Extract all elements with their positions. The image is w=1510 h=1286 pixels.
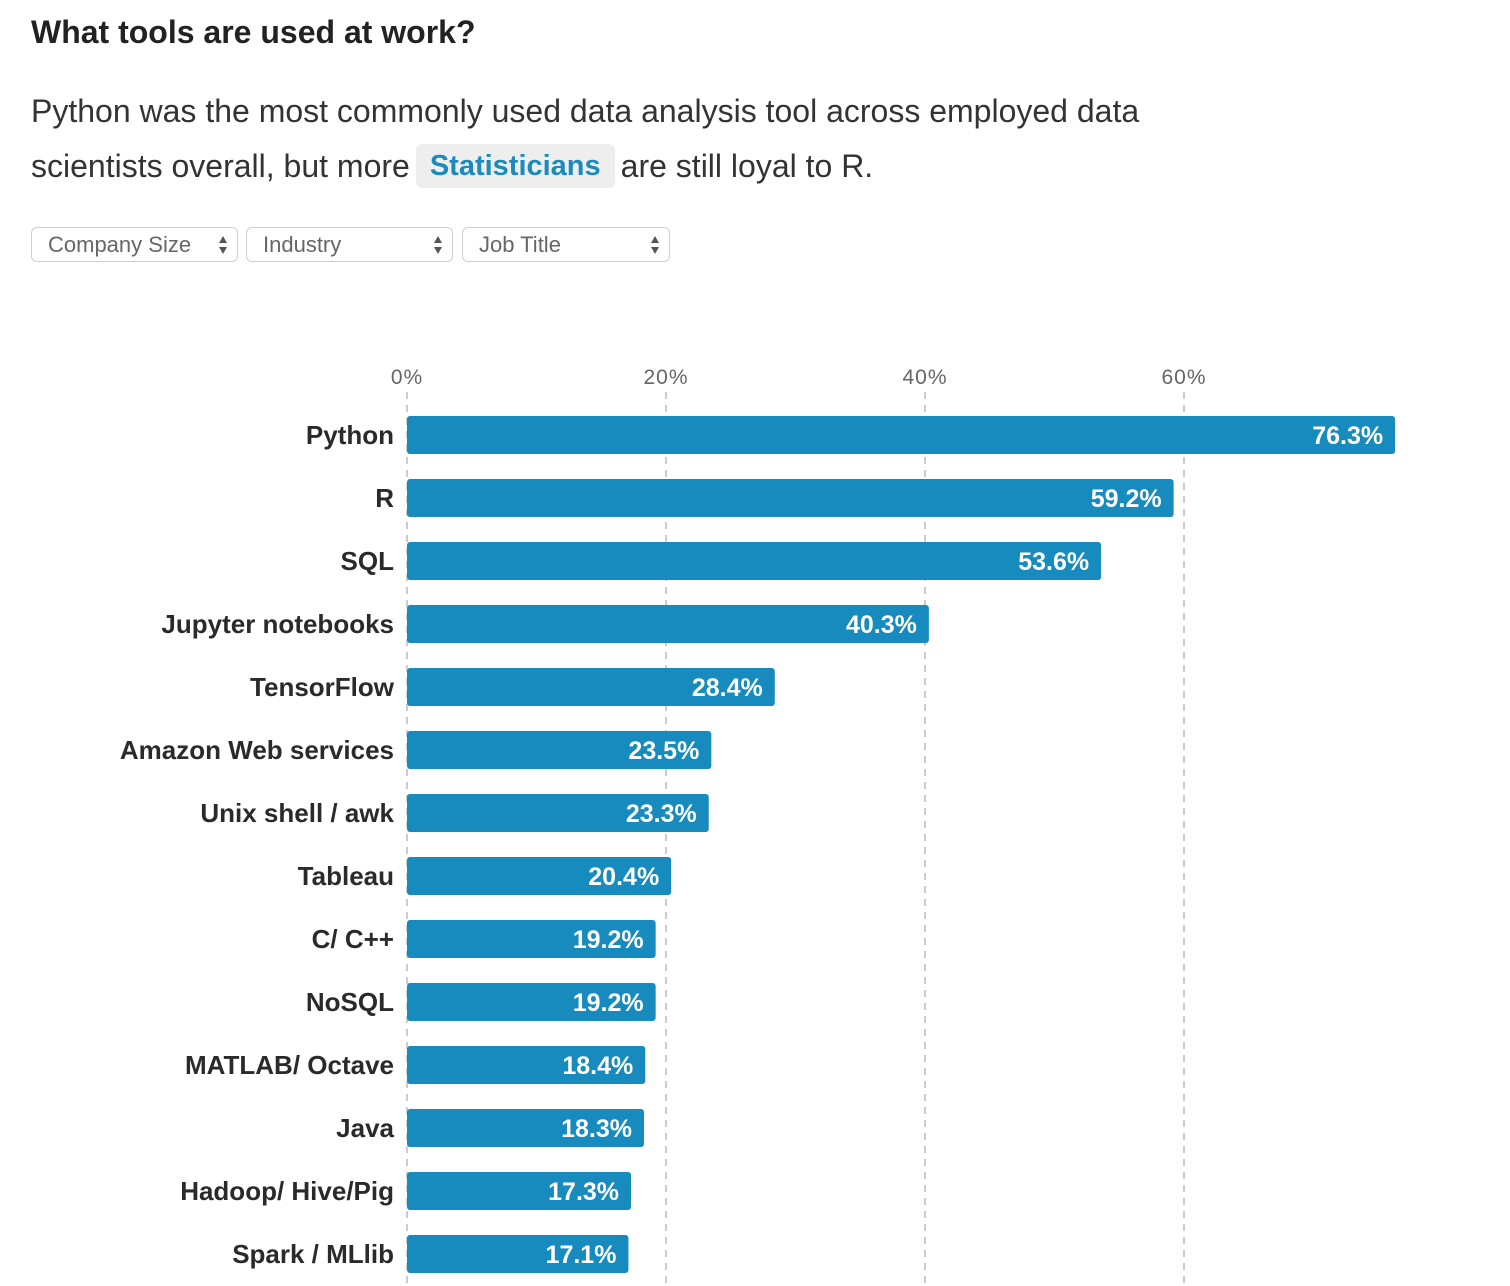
- industry-select[interactable]: Industry: [246, 227, 453, 262]
- bar-row: Python 76.3%: [306, 416, 1396, 454]
- category-label: Java: [336, 1113, 394, 1143]
- bar: [407, 605, 929, 643]
- company-size-select[interactable]: Company Size: [31, 227, 238, 262]
- updown-arrows-icon: [434, 236, 442, 254]
- value-label: 53.6%: [1018, 548, 1089, 576]
- bar-row: Amazon Web services 23.5%: [120, 731, 712, 769]
- value-label: 17.1%: [546, 1241, 617, 1269]
- bar-row: SQL 53.6%: [341, 542, 1102, 580]
- x-tick-label: 20%: [643, 366, 688, 389]
- category-label: SQL: [341, 546, 395, 576]
- category-label: TensorFlow: [250, 672, 395, 702]
- bar-row: Java 18.3%: [336, 1109, 644, 1147]
- company-size-select-label: Company Size: [48, 232, 192, 257]
- value-label: 59.2%: [1091, 485, 1162, 513]
- category-label: Jupyter notebooks: [161, 609, 394, 639]
- bar-row: Unix shell / awk 23.3%: [200, 794, 709, 832]
- category-label: C/ C++: [312, 924, 394, 954]
- category-label: Amazon Web services: [120, 735, 394, 765]
- bar: [407, 857, 672, 895]
- category-label: Python: [306, 420, 394, 450]
- bar: [407, 479, 1174, 517]
- bar: [407, 1109, 644, 1147]
- category-label: Tableau: [298, 861, 394, 891]
- value-label: 18.3%: [561, 1115, 632, 1143]
- bar: [407, 983, 656, 1021]
- value-label: 20.4%: [588, 863, 659, 891]
- category-label: Hadoop/ Hive/Pig: [180, 1176, 394, 1206]
- bar: [407, 920, 656, 958]
- bar-row: Tableau 20.4%: [298, 857, 672, 895]
- category-label: Unix shell / awk: [200, 798, 394, 828]
- bar-row: Spark / MLlib 17.1%: [232, 1235, 629, 1273]
- value-label: 40.3%: [846, 611, 917, 639]
- x-tick-label: 0%: [391, 366, 423, 389]
- bar-row: C/ C++ 19.2%: [312, 920, 656, 958]
- value-label: 19.2%: [573, 926, 644, 954]
- bar: [407, 416, 1396, 454]
- page-title: What tools are used at work?: [31, 14, 476, 50]
- bar: [407, 542, 1102, 580]
- bar-row: Hadoop/ Hive/Pig 17.3%: [180, 1172, 632, 1210]
- value-label: 23.5%: [628, 737, 699, 765]
- description-line-2: scientists overall, but more Statistician…: [31, 139, 1261, 194]
- bar: [407, 1046, 646, 1084]
- x-tick-label: 40%: [902, 366, 947, 389]
- value-label: 18.4%: [562, 1052, 633, 1080]
- bar-row: NoSQL 19.2%: [306, 983, 656, 1021]
- value-label: 23.3%: [626, 800, 697, 828]
- chart-description: Python was the most commonly used data a…: [31, 84, 1261, 194]
- statisticians-highlight-button[interactable]: Statisticians: [415, 143, 615, 188]
- bar: [407, 668, 775, 706]
- updown-arrows-icon: [651, 236, 659, 254]
- category-label: R: [375, 483, 394, 513]
- x-tick-label: 60%: [1161, 366, 1206, 389]
- industry-select-label: Industry: [263, 232, 342, 257]
- description-line-1: Python was the most commonly used data a…: [31, 93, 1140, 129]
- category-label: NoSQL: [306, 987, 394, 1017]
- updown-arrows-icon: [219, 236, 227, 254]
- bar: [407, 794, 709, 832]
- bar: [407, 1172, 632, 1210]
- description-text-before: scientists overall, but more: [31, 148, 410, 184]
- category-label: MATLAB/ Octave: [185, 1050, 394, 1080]
- job-title-select-label: Job Title: [479, 232, 561, 257]
- job-title-select[interactable]: Job Title: [462, 227, 670, 262]
- value-label: 19.2%: [573, 989, 644, 1017]
- bar: [407, 1235, 629, 1273]
- description-text-after: are still loyal to R.: [620, 148, 874, 184]
- category-label: Spark / MLlib: [232, 1239, 394, 1269]
- bar: [407, 731, 712, 769]
- bar-row: Jupyter notebooks 40.3%: [161, 605, 929, 643]
- value-label: 28.4%: [692, 674, 763, 702]
- bar-row: R 59.2%: [375, 479, 1174, 517]
- value-label: 17.3%: [548, 1178, 619, 1206]
- bar-chart: 0% 20% 40% 60% Python 76.3% R 59.2% SQL 53.6% Jupy…: [120, 366, 1396, 1286]
- bar-row: MATLAB/ Octave 18.4%: [185, 1046, 646, 1084]
- bar-row: TensorFlow 28.4%: [250, 668, 775, 706]
- value-label: 76.3%: [1312, 422, 1383, 450]
